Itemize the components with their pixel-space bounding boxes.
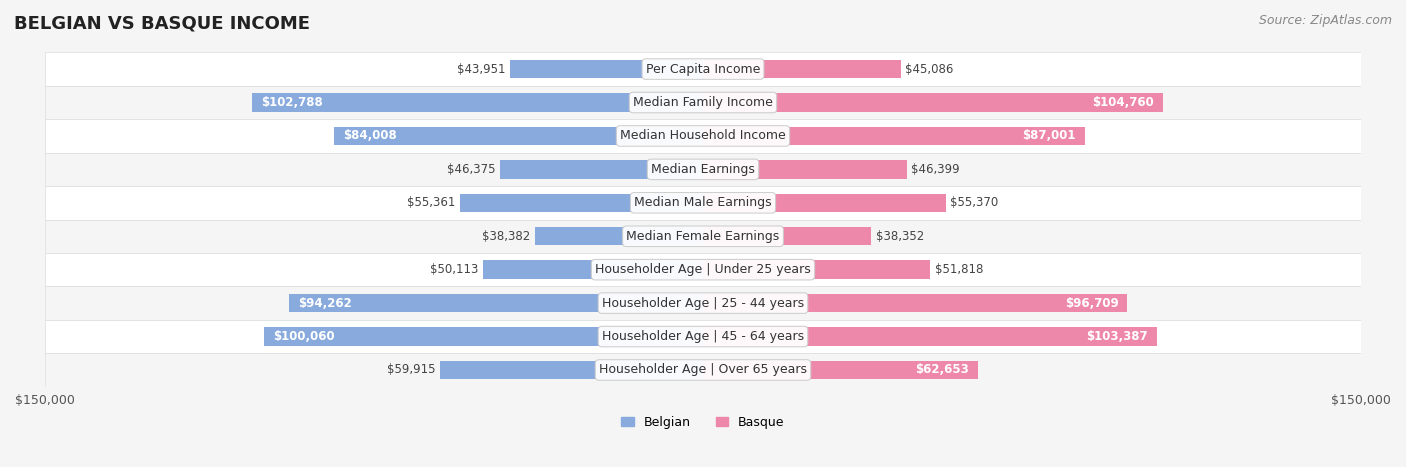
FancyBboxPatch shape <box>534 227 703 246</box>
Text: Householder Age | 25 - 44 years: Householder Age | 25 - 44 years <box>602 297 804 310</box>
FancyBboxPatch shape <box>290 294 703 312</box>
FancyBboxPatch shape <box>45 119 1361 153</box>
Text: $38,352: $38,352 <box>876 230 924 243</box>
Text: Householder Age | Over 65 years: Householder Age | Over 65 years <box>599 363 807 376</box>
FancyBboxPatch shape <box>703 361 977 379</box>
FancyBboxPatch shape <box>45 153 1361 186</box>
FancyBboxPatch shape <box>45 353 1361 387</box>
FancyBboxPatch shape <box>45 286 1361 320</box>
Text: Median Household Income: Median Household Income <box>620 129 786 142</box>
FancyBboxPatch shape <box>703 93 1163 112</box>
FancyBboxPatch shape <box>45 219 1361 253</box>
Text: Source: ZipAtlas.com: Source: ZipAtlas.com <box>1258 14 1392 27</box>
FancyBboxPatch shape <box>45 86 1361 119</box>
Text: $104,760: $104,760 <box>1092 96 1154 109</box>
Text: $55,361: $55,361 <box>408 196 456 209</box>
FancyBboxPatch shape <box>45 186 1361 219</box>
Text: Median Family Income: Median Family Income <box>633 96 773 109</box>
Text: $46,399: $46,399 <box>911 163 959 176</box>
Text: Householder Age | Under 25 years: Householder Age | Under 25 years <box>595 263 811 276</box>
Text: $59,915: $59,915 <box>387 363 436 376</box>
FancyBboxPatch shape <box>703 127 1084 145</box>
Text: $94,262: $94,262 <box>298 297 352 310</box>
FancyBboxPatch shape <box>335 127 703 145</box>
Text: $51,818: $51,818 <box>935 263 983 276</box>
FancyBboxPatch shape <box>45 253 1361 286</box>
Text: BELGIAN VS BASQUE INCOME: BELGIAN VS BASQUE INCOME <box>14 14 311 32</box>
Text: Median Female Earnings: Median Female Earnings <box>627 230 779 243</box>
Text: $45,086: $45,086 <box>905 63 953 76</box>
Text: $96,709: $96,709 <box>1064 297 1119 310</box>
FancyBboxPatch shape <box>460 194 703 212</box>
FancyBboxPatch shape <box>703 261 931 279</box>
Text: Per Capita Income: Per Capita Income <box>645 63 761 76</box>
FancyBboxPatch shape <box>703 327 1157 346</box>
FancyBboxPatch shape <box>440 361 703 379</box>
Text: $62,653: $62,653 <box>915 363 969 376</box>
FancyBboxPatch shape <box>703 60 901 78</box>
FancyBboxPatch shape <box>703 294 1128 312</box>
FancyBboxPatch shape <box>703 194 946 212</box>
Text: $87,001: $87,001 <box>1022 129 1076 142</box>
Text: Median Earnings: Median Earnings <box>651 163 755 176</box>
Text: Householder Age | 45 - 64 years: Householder Age | 45 - 64 years <box>602 330 804 343</box>
Text: $38,382: $38,382 <box>482 230 530 243</box>
FancyBboxPatch shape <box>510 60 703 78</box>
FancyBboxPatch shape <box>703 227 872 246</box>
FancyBboxPatch shape <box>499 160 703 178</box>
FancyBboxPatch shape <box>703 160 907 178</box>
FancyBboxPatch shape <box>45 320 1361 353</box>
Text: $43,951: $43,951 <box>457 63 506 76</box>
FancyBboxPatch shape <box>45 52 1361 86</box>
Text: $102,788: $102,788 <box>262 96 322 109</box>
Text: $50,113: $50,113 <box>430 263 479 276</box>
FancyBboxPatch shape <box>252 93 703 112</box>
Text: $103,387: $103,387 <box>1087 330 1147 343</box>
FancyBboxPatch shape <box>264 327 703 346</box>
Text: Median Male Earnings: Median Male Earnings <box>634 196 772 209</box>
Text: $100,060: $100,060 <box>273 330 335 343</box>
Text: $46,375: $46,375 <box>447 163 495 176</box>
Text: $55,370: $55,370 <box>950 196 998 209</box>
Legend: Belgian, Basque: Belgian, Basque <box>616 411 790 434</box>
FancyBboxPatch shape <box>484 261 703 279</box>
Text: $84,008: $84,008 <box>343 129 396 142</box>
